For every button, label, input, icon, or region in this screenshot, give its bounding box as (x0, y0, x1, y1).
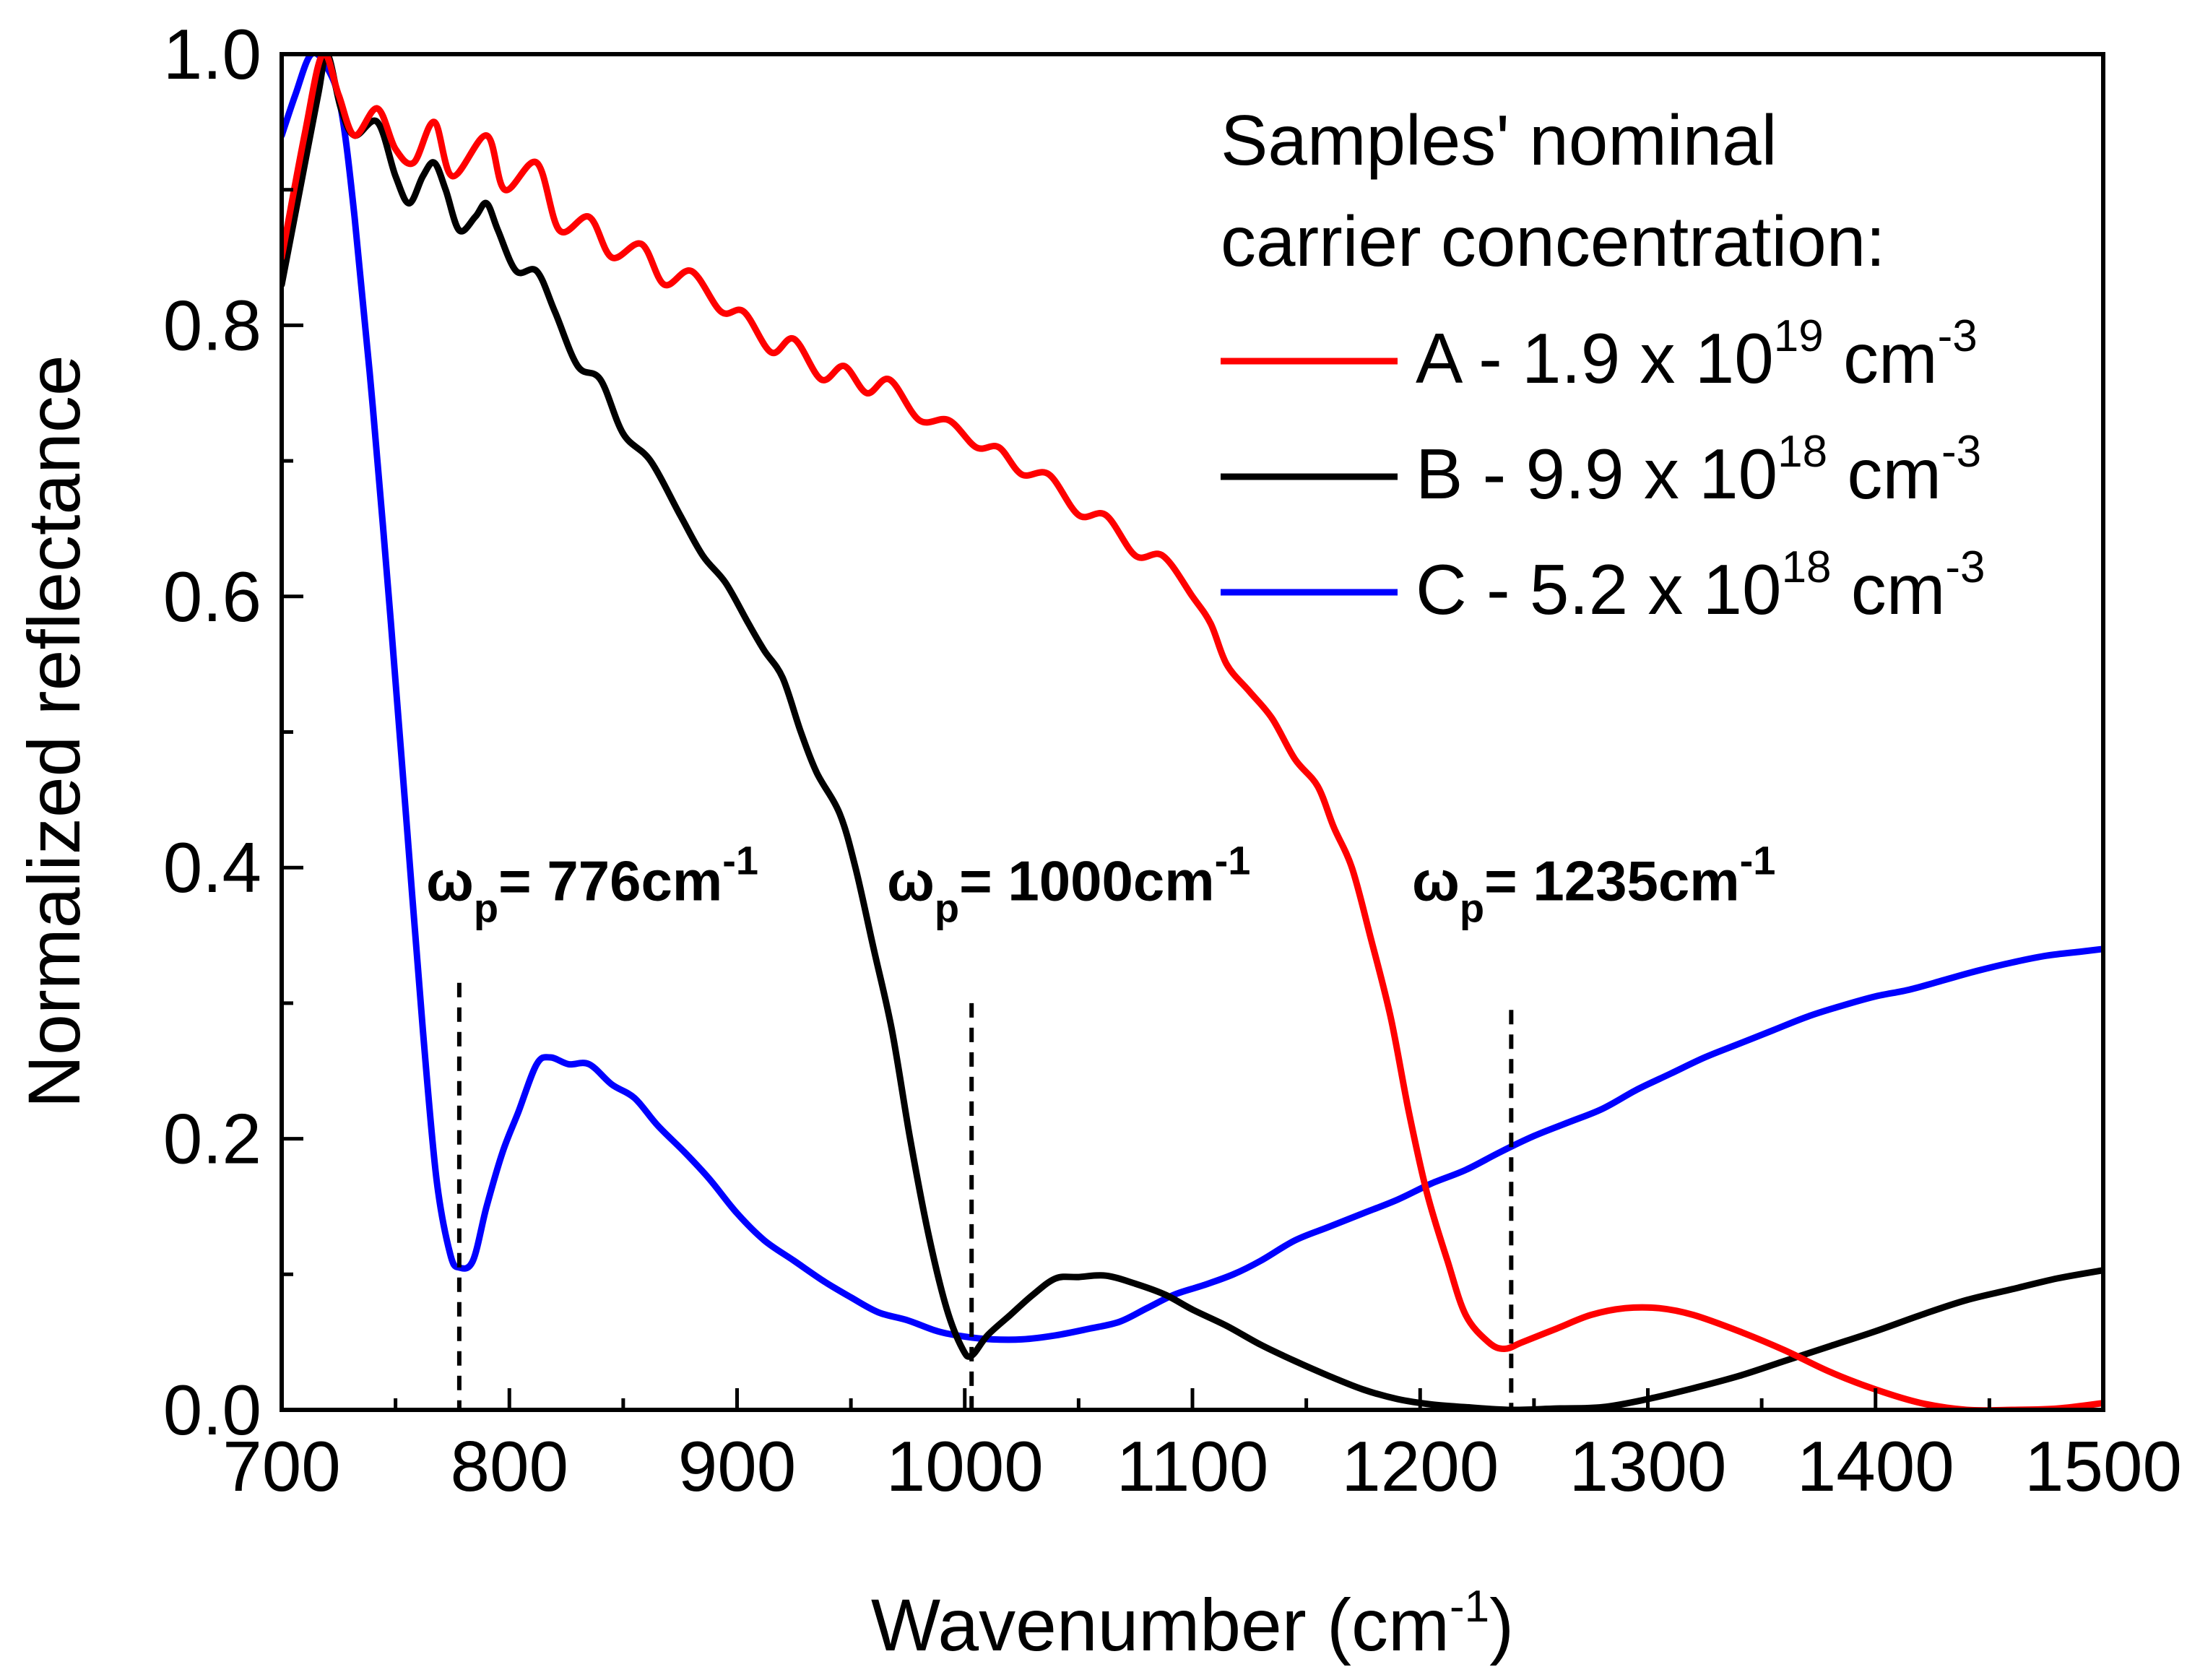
x-axis-title: Wavenumber (cm-1) (871, 1582, 1514, 1666)
plasma-frequency-label: ωp= 1000cm-1 (887, 837, 1250, 930)
x-tick-label: 800 (450, 1426, 568, 1506)
y-tick-label: 0.8 (163, 285, 261, 365)
x-tick-label: 1000 (886, 1426, 1044, 1506)
plasma-frequency-label: ωp= 776cm-1 (426, 837, 758, 930)
y-tick-label: 0.2 (163, 1099, 261, 1179)
plasma-frequency-label: ωp= 1235cm-1 (1412, 837, 1775, 930)
y-axis-title: Normalized reflectance (13, 355, 95, 1108)
legend-title-line2: carrier concentration: (1221, 202, 1886, 281)
legend-label-a: A - 1.9 x 1019 cm-3 (1416, 311, 1978, 398)
series-line-a (282, 54, 2103, 1410)
y-tick-label: 0.6 (163, 557, 261, 636)
series-line-c (282, 54, 2103, 1343)
x-tick-label: 1400 (1797, 1426, 1954, 1506)
x-tick-label: 1100 (1117, 1426, 1269, 1506)
y-tick-label: 1.0 (163, 14, 261, 94)
x-tick-label: 700 (222, 1426, 341, 1506)
y-axis: 0.0 0.2 0.4 0.6 0.8 1.0 (163, 14, 303, 1450)
x-tick-label: 1300 (1569, 1426, 1726, 1506)
x-axis: 700 800 900 1000 1100 1200 1300 1400 1500 (222, 1388, 2182, 1506)
annotation-lines (456, 982, 1514, 1410)
x-tick-label: 1500 (2024, 1426, 2182, 1506)
x-tick-label: 1200 (1341, 1426, 1499, 1506)
annotation-labels: ωp= 776cm-1 ωp= 1000cm-1 ωp= 1235cm-1 (426, 837, 1775, 930)
legend-entries: A - 1.9 x 1019 cm-3 B - 9.9 x 1018 cm-3 C … (1221, 311, 1985, 629)
legend-label-b: B - 9.9 x 1018 cm-3 (1416, 427, 1981, 514)
y-tick-label: 0.0 (163, 1370, 261, 1450)
legend-title-line1: Samples' nominal (1221, 100, 1777, 180)
y-tick-label: 0.4 (163, 828, 261, 907)
legend-label-c: C - 5.2 x 1018 cm-3 (1416, 542, 1985, 629)
legend: Samples' nominal carrier concentration: … (1221, 100, 1985, 629)
x-tick-label: 900 (678, 1426, 797, 1506)
